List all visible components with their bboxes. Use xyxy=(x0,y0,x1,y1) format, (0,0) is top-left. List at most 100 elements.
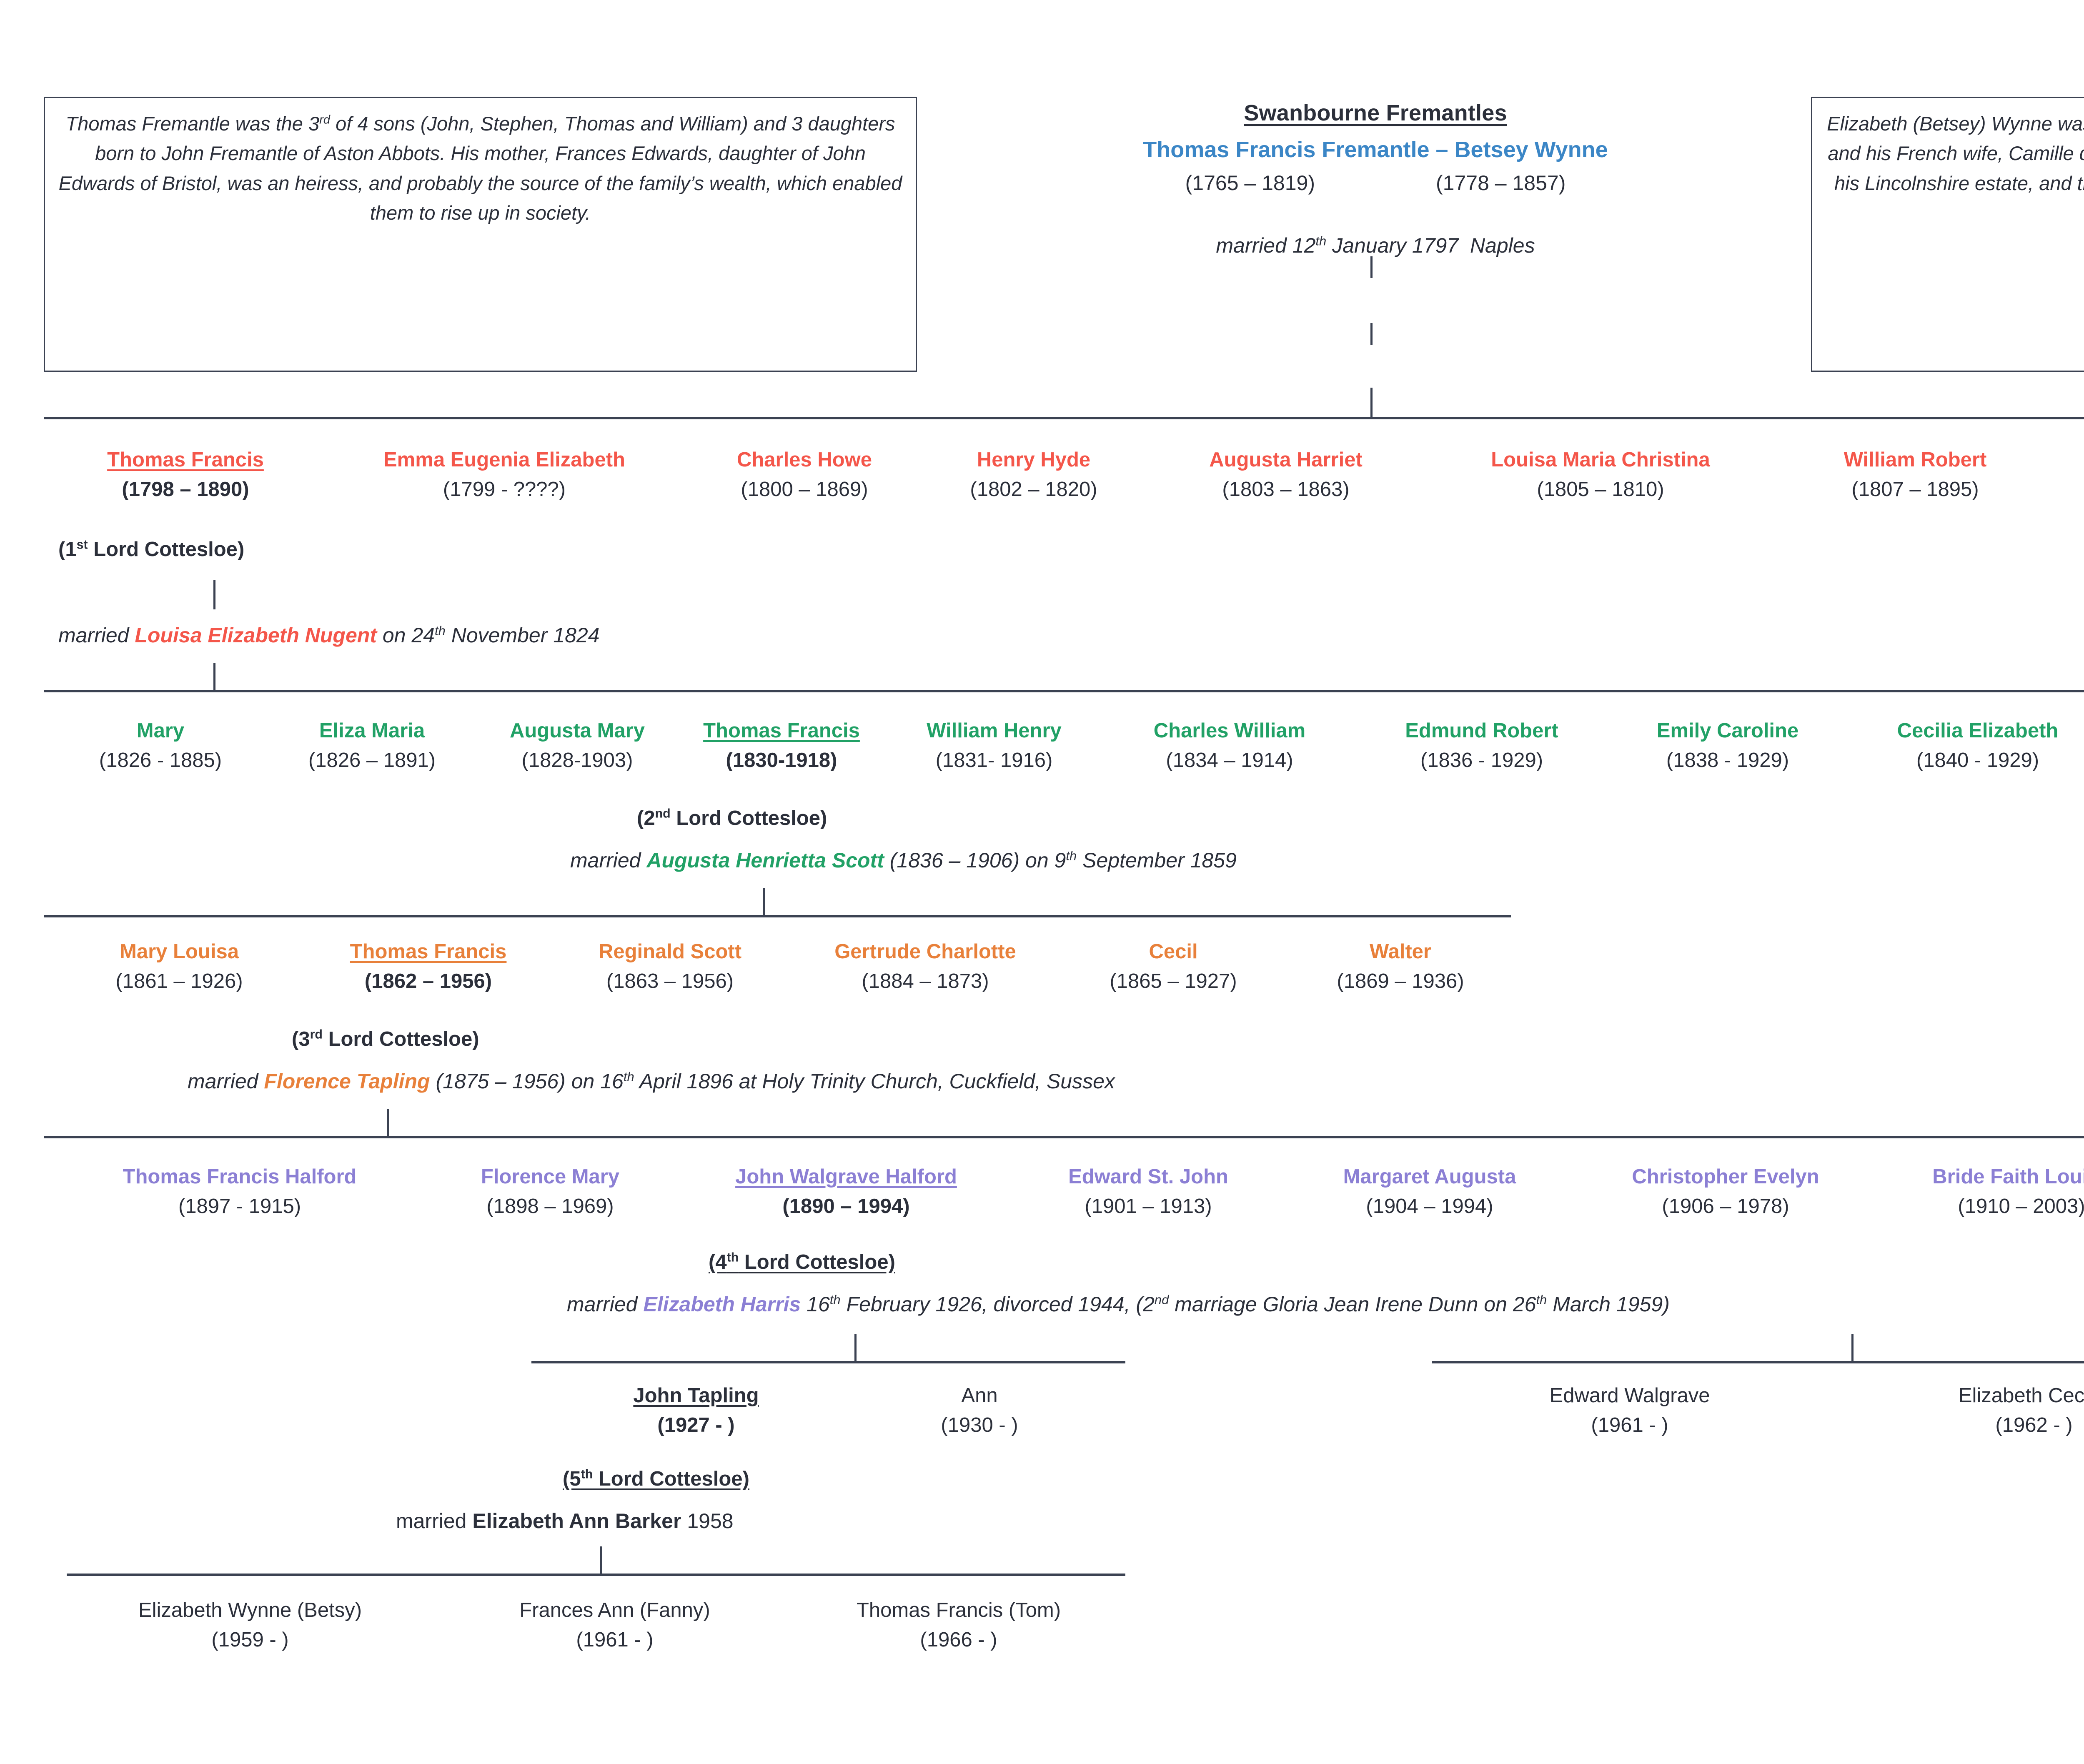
person-name: Louisa Maria Christina xyxy=(1491,449,1710,471)
person-dates: (1930 - ) xyxy=(941,1413,1018,1436)
generation-row-5-right: Edward Walgrave (1961 - ) Elizabeth Ceci… xyxy=(1434,1384,2084,1439)
person-card: Ann (1930 - ) xyxy=(854,1384,1105,1439)
person-card: Charles William (1834 – 1914) xyxy=(1102,719,1357,774)
lord-title-2: (2nd Lord Cottesloe) xyxy=(637,806,827,829)
note-left-text: Thomas Fremantle was the 3rd of 4 sons (… xyxy=(58,113,902,224)
generation-row-2: Mary (1826 - 1885) Eliza Maria (1826 – 1… xyxy=(54,719,2084,774)
person-name: Edmund Robert xyxy=(1405,719,1558,742)
connector-sibling-bar-gen5-left xyxy=(531,1361,1125,1363)
person-dates: (1869 – 1936) xyxy=(1337,970,1464,992)
person-name: Henry Hyde xyxy=(977,449,1091,471)
generation-row-5-left: John Tapling (1927 - ) Ann (1930 - ) xyxy=(538,1384,1130,1439)
person-dates: (1897 - 1915) xyxy=(178,1195,301,1218)
person-name: Mary xyxy=(136,719,185,742)
person-dates: (1803 – 1863) xyxy=(1222,478,1350,501)
connector-vertical-root-b xyxy=(1370,323,1373,345)
note-box-wynne: Elizabeth (Betsey) Wynne was the 2nd of … xyxy=(1811,97,2084,372)
person-dates: (1862 – 1956) xyxy=(364,970,492,992)
person-name: Augusta Harriet xyxy=(1209,449,1363,471)
connector-vertical-gen4-left xyxy=(854,1334,857,1363)
person-card: Cecilia (1809 – 1871) xyxy=(2051,448,2084,503)
person-name: Margaret Augusta xyxy=(1343,1165,1516,1188)
person-name: Christopher Evelyn xyxy=(1632,1165,1819,1188)
person-name: Ann xyxy=(961,1384,998,1407)
person-name: Emma Eugenia Elizabeth xyxy=(383,449,625,471)
marriage-line-5: married Elizabeth Ann Barker 1958 xyxy=(396,1509,734,1533)
person-dates: (1834 – 1914) xyxy=(1166,749,1293,772)
person-card: John Walgrave Halford (1890 – 1994) xyxy=(675,1165,1017,1220)
connector-vertical-gen1-b xyxy=(213,663,215,692)
page-title: Swanbourne Fremantles xyxy=(1244,100,1507,125)
person-dates: (1959 - ) xyxy=(211,1628,289,1651)
generation-row-4: Thomas Francis Halford (1897 - 1915) Flo… xyxy=(54,1165,2084,1220)
person-dates: (1962 - ) xyxy=(1995,1413,2073,1436)
person-name: John Walgrave Halford xyxy=(735,1165,957,1188)
person-dates: (1890 – 1994) xyxy=(782,1195,910,1218)
connector-sibling-bar-gen6 xyxy=(67,1574,1125,1576)
connector-vertical-gen3 xyxy=(387,1109,389,1138)
person-card: Henry Hyde (1802 – 1820) xyxy=(917,448,1150,503)
root-wife-dates: (1778 – 1857) xyxy=(1436,171,1566,195)
connector-vertical-root-c xyxy=(1370,388,1373,417)
person-name: Charles William xyxy=(1153,719,1306,742)
connector-vertical-gen2 xyxy=(763,888,765,917)
person-card: Gertrude Charlotte (1884 – 1873) xyxy=(788,940,1063,995)
person-dates: (1910 – 2003) xyxy=(1958,1195,2084,1218)
person-name: Emily Caroline xyxy=(1656,719,1799,742)
root-husband-dates: (1765 – 1819) xyxy=(1185,171,1315,195)
marriage-line-2: married Augusta Henrietta Scott (1836 – … xyxy=(570,848,1237,872)
person-dates: (1828-1903) xyxy=(521,749,633,772)
connector-vertical-gen4-right xyxy=(1851,1334,1854,1363)
person-name: John Tapling xyxy=(633,1384,759,1407)
person-dates: (1836 - 1929) xyxy=(1420,749,1543,772)
person-dates: (1927 - ) xyxy=(657,1413,735,1436)
person-name: William Henry xyxy=(927,719,1062,742)
person-dates: (1863 – 1956) xyxy=(606,970,734,992)
person-dates: (1961 - ) xyxy=(1591,1413,1668,1436)
person-card: Walter (1869 – 1936) xyxy=(1284,940,1517,995)
person-name: Augusta Mary xyxy=(509,719,645,742)
person-card: Mary Louisa (1861 – 1926) xyxy=(54,940,304,995)
person-card: Augusta Harriet (1803 – 1863) xyxy=(1150,448,1421,503)
person-name: Thomas Francis xyxy=(703,719,860,742)
person-dates: (1865 – 1927) xyxy=(1110,970,1237,992)
generation-row-1: Thomas Francis (1798 – 1890) Emma Eugeni… xyxy=(54,448,2084,503)
person-name: Cecilia Elizabeth xyxy=(1897,719,2059,742)
note-right-text: Elizabeth (Betsey) Wynne was the 2nd of … xyxy=(1827,113,2084,194)
marriage-line-4: married Elizabeth Harris 16th February 1… xyxy=(567,1292,1670,1316)
generation-row-3: Mary Louisa (1861 – 1926) Thomas Francis… xyxy=(54,940,1555,995)
person-dates: (1831- 1916) xyxy=(935,749,1053,772)
person-dates: (1830-1918) xyxy=(726,749,837,772)
marriage-line-1: married Louisa Elizabeth Nugent on 24th … xyxy=(58,623,600,647)
person-dates: (1961 - ) xyxy=(576,1628,654,1651)
lord-title-3: (3rd Lord Cottesloe) xyxy=(292,1027,479,1050)
person-dates: (1904 – 1994) xyxy=(1366,1195,1493,1218)
person-name: Cecil xyxy=(1149,940,1198,963)
person-name: Eliza Maria xyxy=(319,719,425,742)
person-name: Gertrude Charlotte xyxy=(834,940,1016,963)
person-dates: (1805 – 1810) xyxy=(1537,478,1664,501)
person-card: Thomas Francis (1798 – 1890) xyxy=(54,448,317,503)
person-dates: (1802 – 1820) xyxy=(970,478,1097,501)
person-card: Cecilia Elizabeth (1840 - 1929) xyxy=(1849,719,2084,774)
spouse-name: Louisa Elizabeth Nugent xyxy=(135,624,377,647)
person-card: Elizabeth Wynne (Betsy) (1959 - ) xyxy=(63,1599,438,1654)
person-name: Edward St. John xyxy=(1068,1165,1228,1188)
person-name: Bride Faith Louise xyxy=(1932,1165,2084,1188)
root-marriage-text: married 12th January 1797 Naples xyxy=(1216,233,1535,257)
person-dates: (1799 - ????) xyxy=(443,478,566,501)
person-name: Walter xyxy=(1370,940,1431,963)
person-name: Mary Louisa xyxy=(120,940,239,963)
lord-title-4: (4th Lord Cottesloe) xyxy=(709,1250,895,1273)
person-card: Thomas Francis (1830-1918) xyxy=(677,719,886,774)
connector-sibling-bar-gen3 xyxy=(44,915,1511,917)
person-card: Edmund Robert (1836 - 1929) xyxy=(1357,719,1607,774)
person-card: Florence Mary (1898 – 1969) xyxy=(425,1165,675,1220)
person-card: Christopher Evelyn (1906 – 1978) xyxy=(1580,1165,1871,1220)
person-dates: (1861 – 1926) xyxy=(115,970,243,992)
note-box-fremantle: Thomas Fremantle was the 3rd of 4 sons (… xyxy=(44,97,917,372)
person-name: William Robert xyxy=(1844,449,1987,471)
person-dates: (1901 – 1913) xyxy=(1085,1195,1212,1218)
person-name: Florence Mary xyxy=(481,1165,620,1188)
generation-row-6: Elizabeth Wynne (Betsy) (1959 - ) France… xyxy=(63,1599,1130,1654)
